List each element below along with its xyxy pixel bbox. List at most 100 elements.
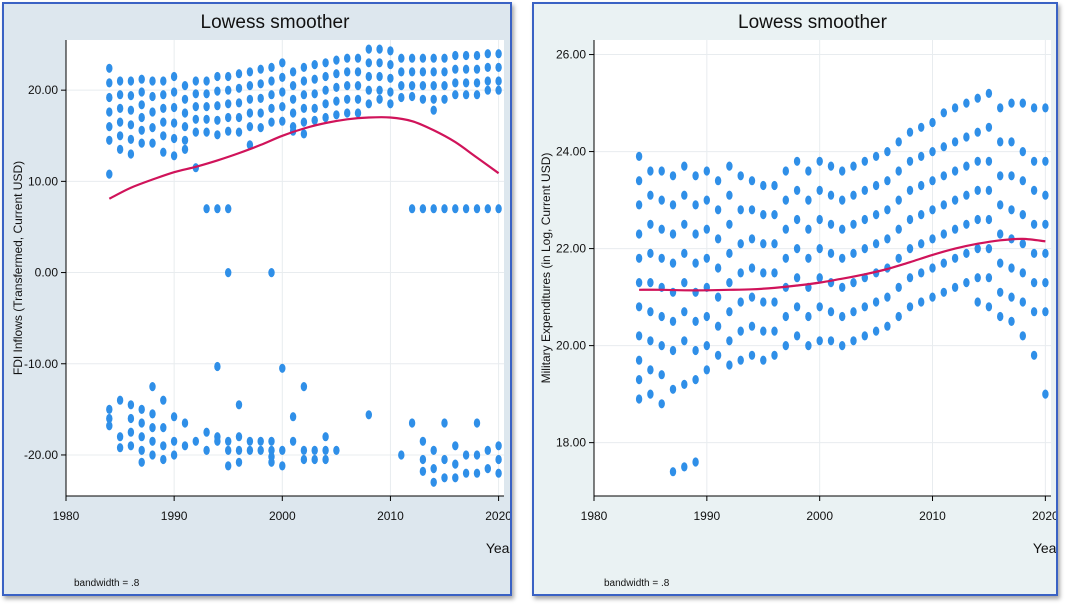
- data-point: [906, 214, 914, 225]
- data-point: [419, 67, 427, 77]
- data-point: [203, 102, 210, 112]
- data-point: [441, 53, 448, 63]
- data-point: [681, 161, 688, 171]
- data-point: [658, 224, 665, 234]
- data-point: [203, 204, 210, 214]
- data-point: [929, 263, 936, 273]
- data-point: [214, 101, 221, 111]
- data-point: [985, 122, 993, 132]
- data-point: [441, 67, 448, 77]
- data-point: [430, 477, 437, 487]
- data-point: [1030, 307, 1038, 317]
- data-point: [257, 93, 264, 103]
- data-point: [138, 100, 145, 110]
- data-point: [951, 224, 959, 234]
- data-point: [1042, 156, 1049, 166]
- data-point: [246, 108, 254, 118]
- data-point: [748, 234, 756, 244]
- data-point: [462, 64, 470, 74]
- data-point: [1019, 176, 1026, 186]
- data-point: [658, 370, 665, 380]
- x-tick-label: 2010: [377, 509, 404, 523]
- data-point: [726, 360, 733, 370]
- data-point: [387, 60, 394, 70]
- data-point: [658, 166, 665, 176]
- data-point: [692, 171, 699, 181]
- data-point: [473, 50, 481, 61]
- data-point: [827, 219, 835, 229]
- data-point: [918, 297, 925, 307]
- data-point: [311, 89, 318, 99]
- data-point: [669, 345, 677, 356]
- data-point: [311, 454, 318, 465]
- data-point: [974, 127, 981, 137]
- data-point: [203, 114, 210, 124]
- data-point: [149, 450, 156, 460]
- data-point: [473, 204, 481, 214]
- data-point: [376, 44, 383, 54]
- data-point: [279, 116, 286, 126]
- data-point: [974, 93, 981, 103]
- military-lowess-panel: Lowess smoother 18.00 20.00 22.00 24.00 26.00…: [532, 2, 1058, 596]
- data-point: [365, 58, 372, 68]
- data-point: [681, 462, 688, 472]
- data-point: [839, 195, 846, 205]
- x-tick-label: 1980: [581, 509, 608, 523]
- data-point: [782, 311, 789, 322]
- data-point: [963, 190, 970, 200]
- data-point: [805, 311, 812, 322]
- data-point: [760, 239, 767, 249]
- data-point: [760, 180, 767, 191]
- data-point: [419, 204, 427, 214]
- data-point: [279, 461, 286, 471]
- data-point: [106, 92, 113, 103]
- data-point: [181, 144, 189, 154]
- data-point: [974, 244, 981, 254]
- data-point: [333, 110, 340, 120]
- data-point: [170, 118, 178, 128]
- data-point: [235, 83, 243, 93]
- data-point: [192, 89, 199, 99]
- data-point: [279, 445, 286, 455]
- data-point: [106, 78, 113, 88]
- data-point: [127, 76, 135, 86]
- data-point: [940, 229, 947, 239]
- data-point: [951, 103, 959, 113]
- data-point: [398, 92, 405, 103]
- data-point: [647, 389, 654, 399]
- data-point: [225, 126, 232, 136]
- data-point: [246, 445, 254, 455]
- data-point: [452, 459, 459, 469]
- data-point: [246, 140, 254, 150]
- data-point: [116, 144, 124, 154]
- data-point: [771, 297, 778, 307]
- data-point: [214, 86, 221, 96]
- data-point: [827, 307, 835, 317]
- data-point: [214, 436, 221, 446]
- data-point: [1030, 219, 1038, 229]
- data-point: [300, 62, 308, 72]
- data-point: [268, 436, 275, 446]
- x-tick-label: 1980: [53, 509, 80, 523]
- data-point: [793, 214, 801, 225]
- data-point: [760, 326, 767, 336]
- data-point: [300, 103, 308, 113]
- data-point: [354, 53, 362, 63]
- data-point: [333, 82, 340, 92]
- data-point: [430, 445, 437, 455]
- bandwidth-note: bandwidth = .8: [604, 578, 670, 589]
- data-point: [816, 336, 823, 346]
- data-point: [1019, 331, 1026, 341]
- data-point: [669, 384, 677, 394]
- data-point: [235, 457, 243, 467]
- data-point: [647, 307, 654, 317]
- data-point: [669, 258, 677, 268]
- data-point: [816, 156, 823, 166]
- data-point: [235, 400, 243, 410]
- data-point: [861, 156, 868, 166]
- data-point: [225, 99, 232, 109]
- data-point: [1008, 316, 1015, 326]
- data-point: [748, 321, 756, 331]
- data-point: [473, 64, 481, 74]
- data-point: [225, 71, 232, 82]
